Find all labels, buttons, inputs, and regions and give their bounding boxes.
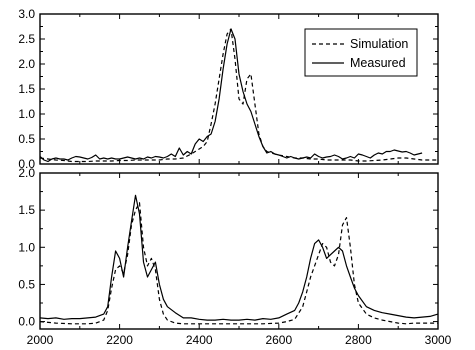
bottom-x-tick-label: 2000 [27, 333, 54, 347]
bottom-y-tick-label: 0.0 [18, 315, 35, 329]
bottom-x-tick-label: 2600 [265, 333, 292, 347]
top-y-tick-label: 2.5 [18, 32, 35, 46]
top-series-simulation [39, 28, 438, 163]
bottom-x-tick-label: 2200 [106, 333, 133, 347]
bottom-x-tick-label: 3000 [425, 333, 452, 347]
bottom-y-tick-label: 1.0 [18, 240, 35, 254]
top-y-tick-label: 1.0 [18, 107, 35, 121]
top-y-tick-label: 2.0 [18, 57, 35, 71]
legend: Simulation Measured [304, 28, 418, 77]
legend-box [304, 28, 418, 77]
bottom-series-simulation [39, 202, 438, 325]
bottom-y-tick-label: 2.0 [18, 166, 35, 180]
top-y-tick-label: 0.5 [18, 132, 35, 146]
bottom-x-tick-label: 2400 [186, 333, 213, 347]
top-y-tick-label: 0.0 [18, 157, 35, 171]
bottom-y-tick-label: 1.5 [18, 203, 35, 217]
bottom-x-tick-label: 2800 [345, 333, 372, 347]
bottom-plot-frame [39, 172, 439, 330]
top-y-tick-label: 1.5 [18, 82, 35, 96]
legend-label-simulation: Simulation [350, 37, 408, 51]
bottom-series-measured [39, 194, 439, 321]
legend-label-measured: Measured [350, 56, 406, 70]
bottom-panel: 0.0 0.5 1.0 1.5 2.0 2000 2200 2400 2600 2800 3000 [18, 166, 451, 347]
bottom-y-tick-label: 0.5 [18, 277, 35, 291]
top-series-measured [39, 28, 423, 163]
top-y-tick-label: 3.0 [18, 7, 35, 21]
top-panel: 0.0 0.5 1.0 1.5 2.0 2.5 3.0 [18, 7, 439, 171]
